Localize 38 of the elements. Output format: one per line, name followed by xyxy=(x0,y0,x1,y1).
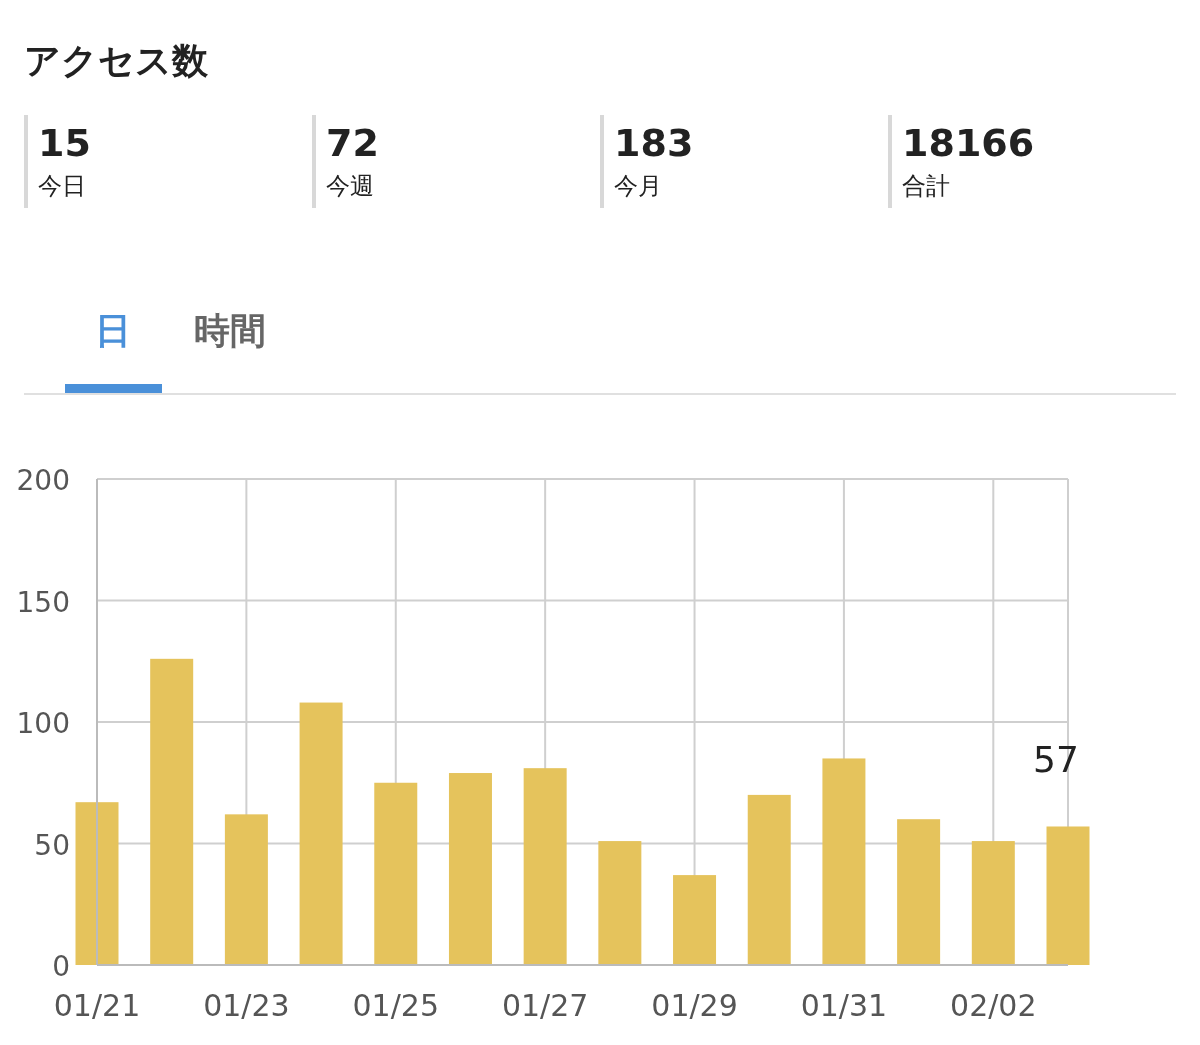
text: 今日 xyxy=(38,172,86,200)
y-tick-label: 0 xyxy=(52,950,70,983)
bar xyxy=(822,758,866,965)
text: 合計 xyxy=(902,172,950,200)
bar xyxy=(299,702,343,965)
bar xyxy=(224,814,268,965)
text: 72 xyxy=(326,121,379,165)
x-tick-label: 01/23 xyxy=(203,988,290,1023)
x-tick-label: 01/21 xyxy=(53,988,141,1023)
bar xyxy=(75,802,119,965)
x-tick-label: 01/25 xyxy=(352,988,439,1023)
x-tick-label: 01/31 xyxy=(800,988,888,1023)
text: 日 xyxy=(95,310,131,351)
bar xyxy=(598,841,642,965)
x-tick-label: 01/27 xyxy=(501,988,589,1023)
text: 183 xyxy=(614,121,694,165)
bar xyxy=(448,773,492,965)
bar xyxy=(1046,826,1090,965)
bar xyxy=(673,875,717,965)
bar xyxy=(971,841,1015,965)
bar xyxy=(747,794,791,965)
bar xyxy=(897,819,941,965)
text: 15 xyxy=(38,121,91,165)
text: 今月 xyxy=(614,172,662,200)
bar xyxy=(523,768,567,965)
text: 18166 xyxy=(902,121,1035,165)
text: 時間 xyxy=(194,310,266,351)
bar xyxy=(150,658,194,965)
y-tick-label: 50 xyxy=(34,828,70,862)
y-tick-label: 150 xyxy=(16,585,70,619)
text: アクセス数 xyxy=(24,40,209,81)
text: 今週 xyxy=(326,172,374,200)
bar xyxy=(374,782,418,965)
y-tick-label: 200 xyxy=(16,464,70,497)
data-label: 57 xyxy=(1033,739,1079,781)
x-tick-label: 01/29 xyxy=(651,988,738,1023)
x-tick-label: 02/02 xyxy=(950,988,1037,1023)
y-tick-label: 100 xyxy=(16,707,70,740)
